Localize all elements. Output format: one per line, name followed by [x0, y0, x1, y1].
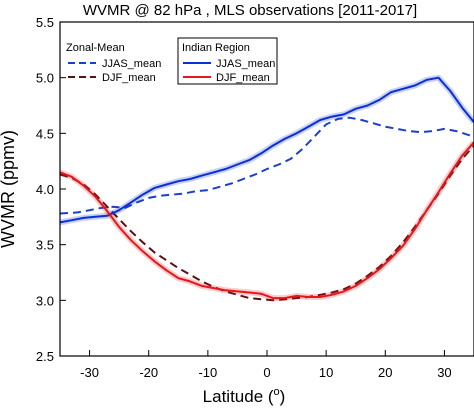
- y-tick-label: 2.5: [36, 349, 54, 364]
- x-tick-label: -30: [80, 365, 99, 380]
- x-tick-label: 10: [319, 365, 333, 380]
- y-axis-title: WVMR (ppmv): [0, 130, 18, 248]
- y-tick-label: 4.0: [36, 182, 54, 197]
- x-axis-title: Latitude (o): [203, 386, 286, 406]
- x-tick-label: 30: [437, 365, 451, 380]
- legend-label-zonal-jjas: JJAS_mean: [102, 58, 161, 70]
- x-axis-title-text: Latitude (: [203, 387, 274, 406]
- y-tick-label: 3.0: [36, 293, 54, 308]
- series-line-zonal-mean-djf-mean: [59, 144, 474, 302]
- y-tick-label: 4.5: [36, 126, 54, 141]
- x-tick-label: -10: [198, 365, 217, 380]
- x-tick-label: 20: [378, 365, 392, 380]
- y-tick-label: 5.5: [36, 15, 54, 30]
- legend-label-indian-djf: DJF_mean: [216, 72, 270, 84]
- x-axis-title-close: ): [280, 387, 286, 406]
- series-line-indian-region-djf-mean: [59, 141, 474, 300]
- series-line-zonal-mean-jjas-mean: [59, 116, 474, 215]
- legend-title-indian: Indian Region: [182, 42, 250, 54]
- y-tick-label: 5.0: [36, 71, 54, 86]
- x-tick-label: 0: [263, 365, 270, 380]
- legend-indian-region: Indian Region JJAS_mean DJF_mean: [177, 37, 278, 85]
- series-layer: [58, 74, 474, 302]
- legend-label-zonal-djf: DJF_mean: [102, 72, 156, 84]
- y-tick-label: 3.5: [36, 238, 54, 253]
- chart-title: WVMR @ 82 hPa , MLS observations [2011-2…: [83, 2, 417, 19]
- legend-label-indian-jjas: JJAS_mean: [216, 58, 275, 70]
- axis-ticks: -30 -20 -10 0 10 20 30 2.5 3.0 3.5 4.0 4.5 5.0 5.5: [36, 15, 452, 380]
- x-tick-label: -20: [139, 365, 158, 380]
- series-line-indian-region-jjas-mean: [59, 76, 474, 224]
- x-axis-title-degree: o: [274, 386, 280, 398]
- legend-title-zonal: Zonal-Mean: [66, 42, 125, 54]
- series-band-indian-region-djf-mean: [58, 140, 474, 302]
- legend-zonal-mean: Zonal-Mean JJAS_mean DJF_mean: [66, 42, 161, 84]
